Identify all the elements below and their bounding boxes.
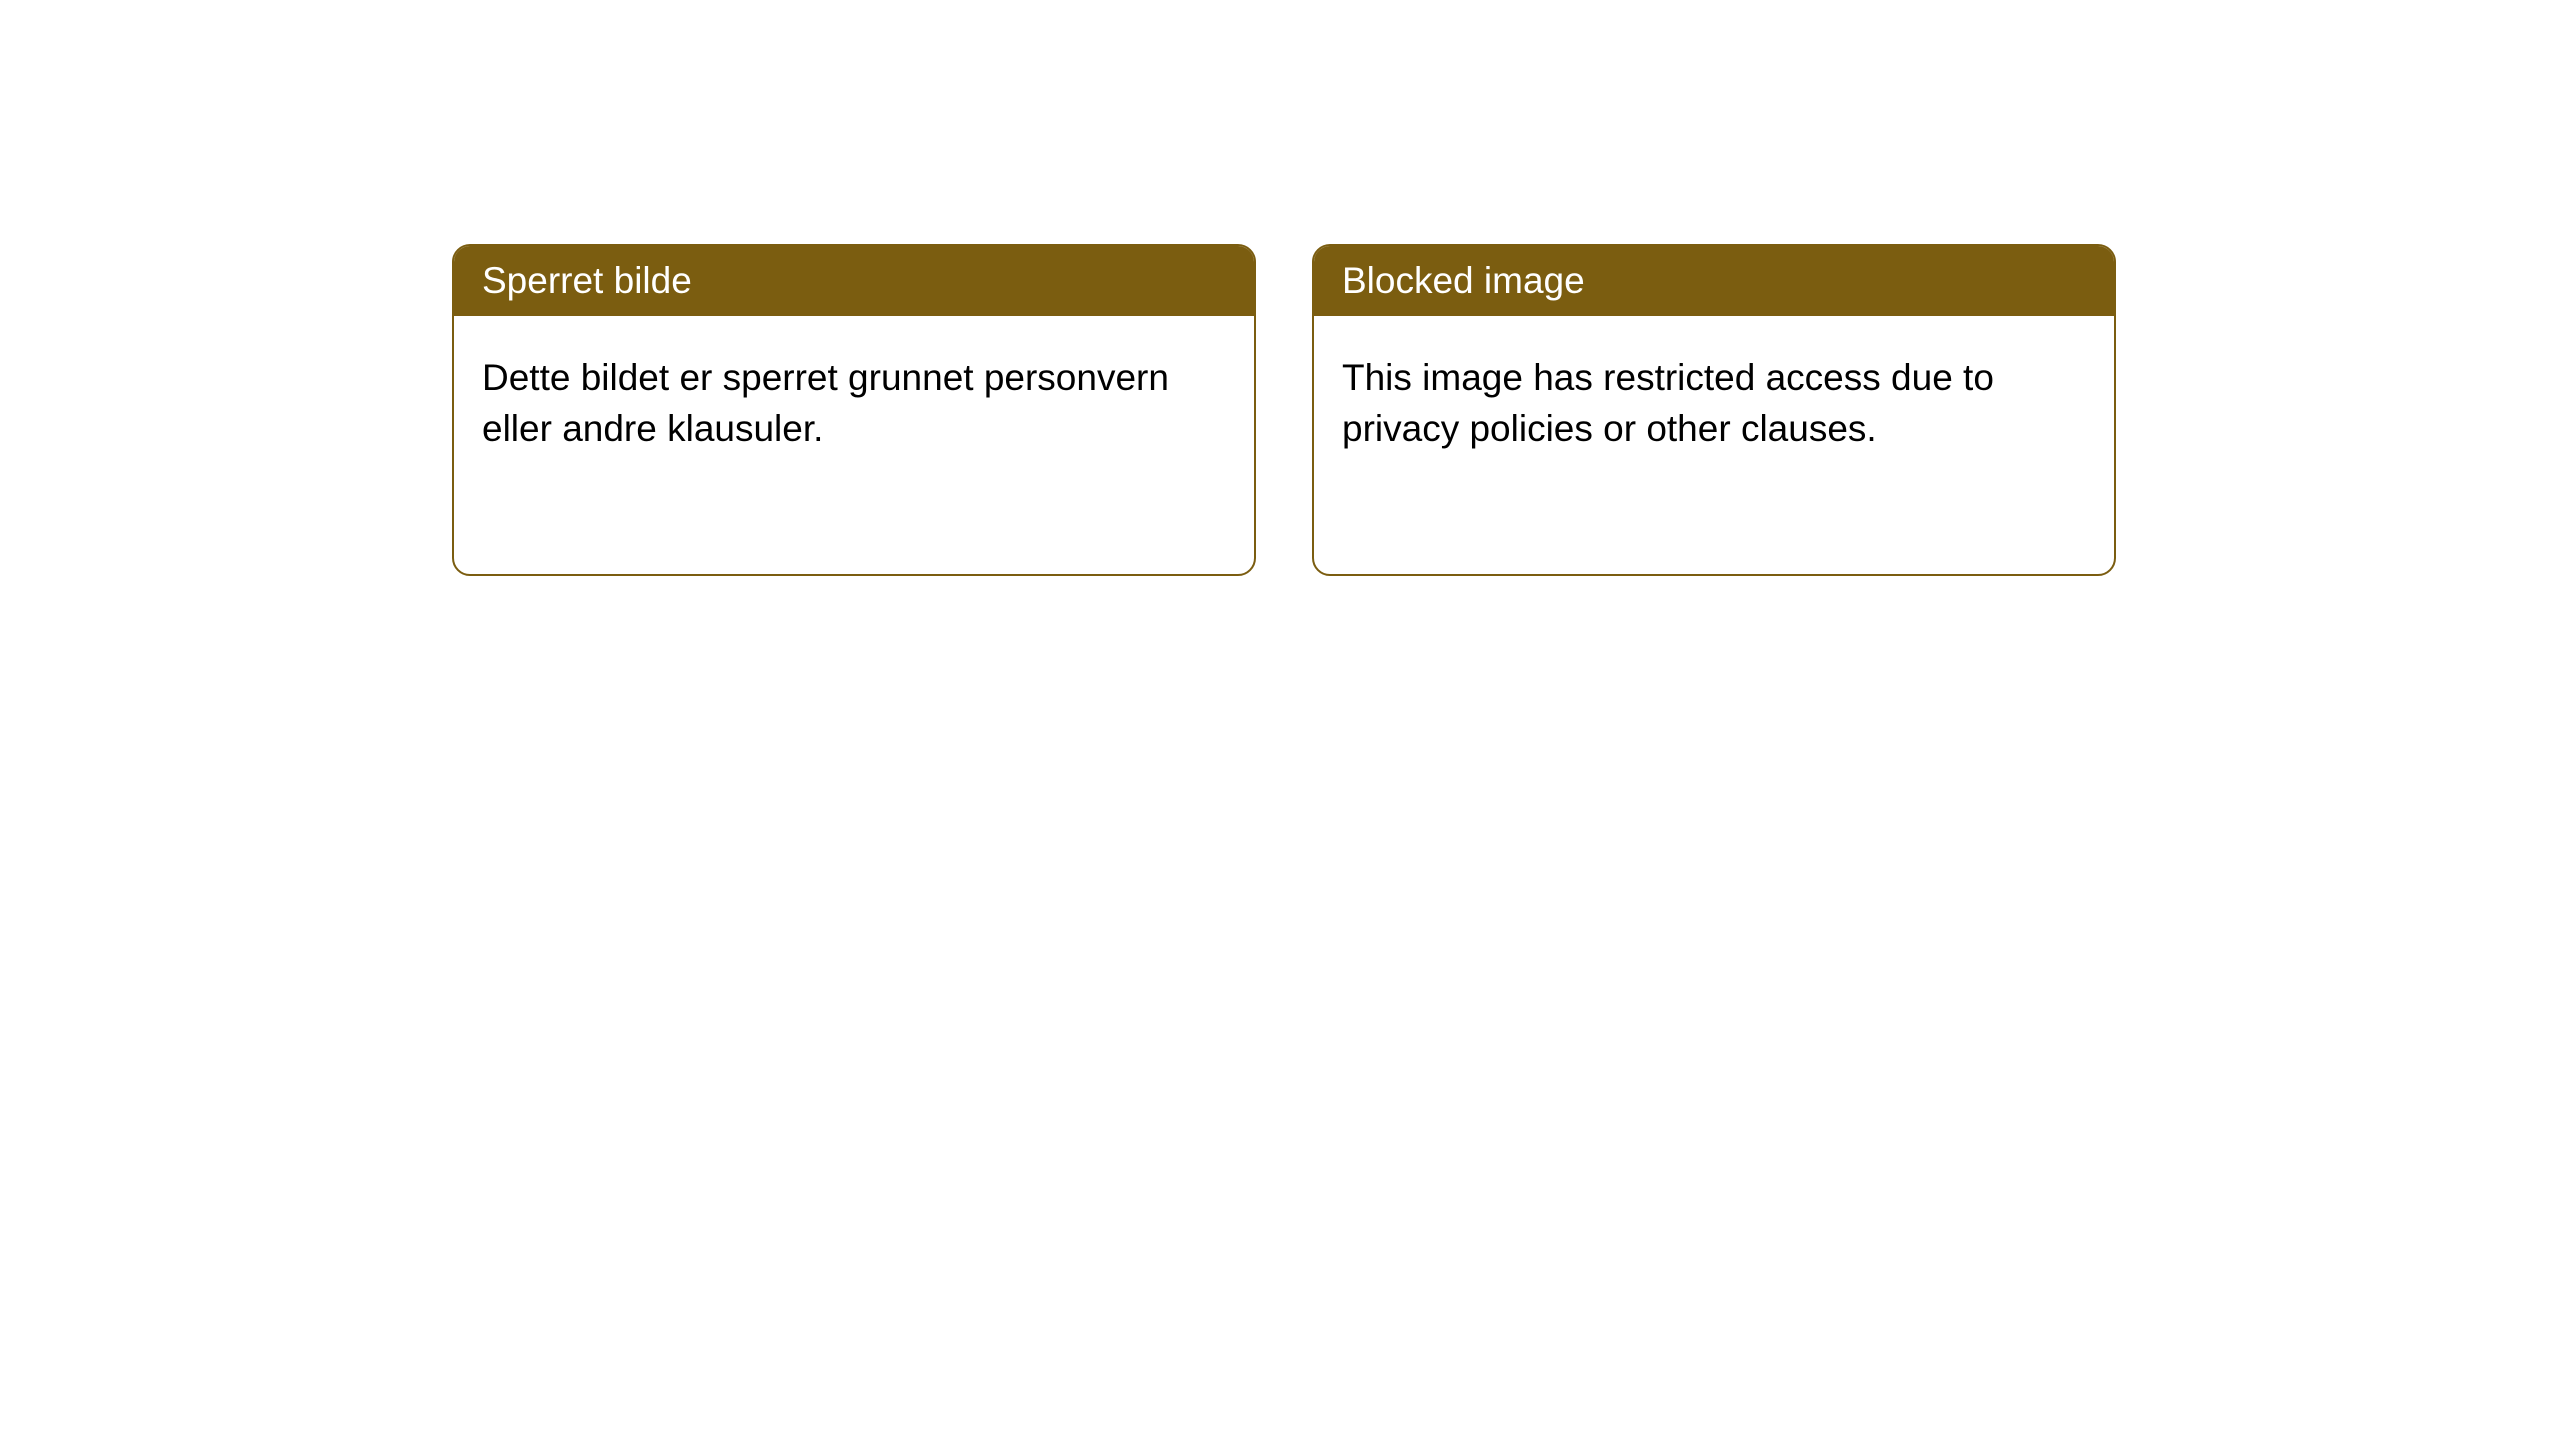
card-body-english: This image has restricted access due to … xyxy=(1314,316,2114,490)
card-body-text: This image has restricted access due to … xyxy=(1342,357,1994,449)
card-body-text: Dette bildet er sperret grunnet personve… xyxy=(482,357,1169,449)
card-body-norwegian: Dette bildet er sperret grunnet personve… xyxy=(454,316,1254,490)
card-header-text: Sperret bilde xyxy=(482,260,692,301)
card-header-text: Blocked image xyxy=(1342,260,1585,301)
notice-container: Sperret bilde Dette bildet er sperret gr… xyxy=(0,0,2560,576)
card-header-english: Blocked image xyxy=(1314,246,2114,316)
card-header-norwegian: Sperret bilde xyxy=(454,246,1254,316)
notice-card-norwegian: Sperret bilde Dette bildet er sperret gr… xyxy=(452,244,1256,576)
notice-card-english: Blocked image This image has restricted … xyxy=(1312,244,2116,576)
